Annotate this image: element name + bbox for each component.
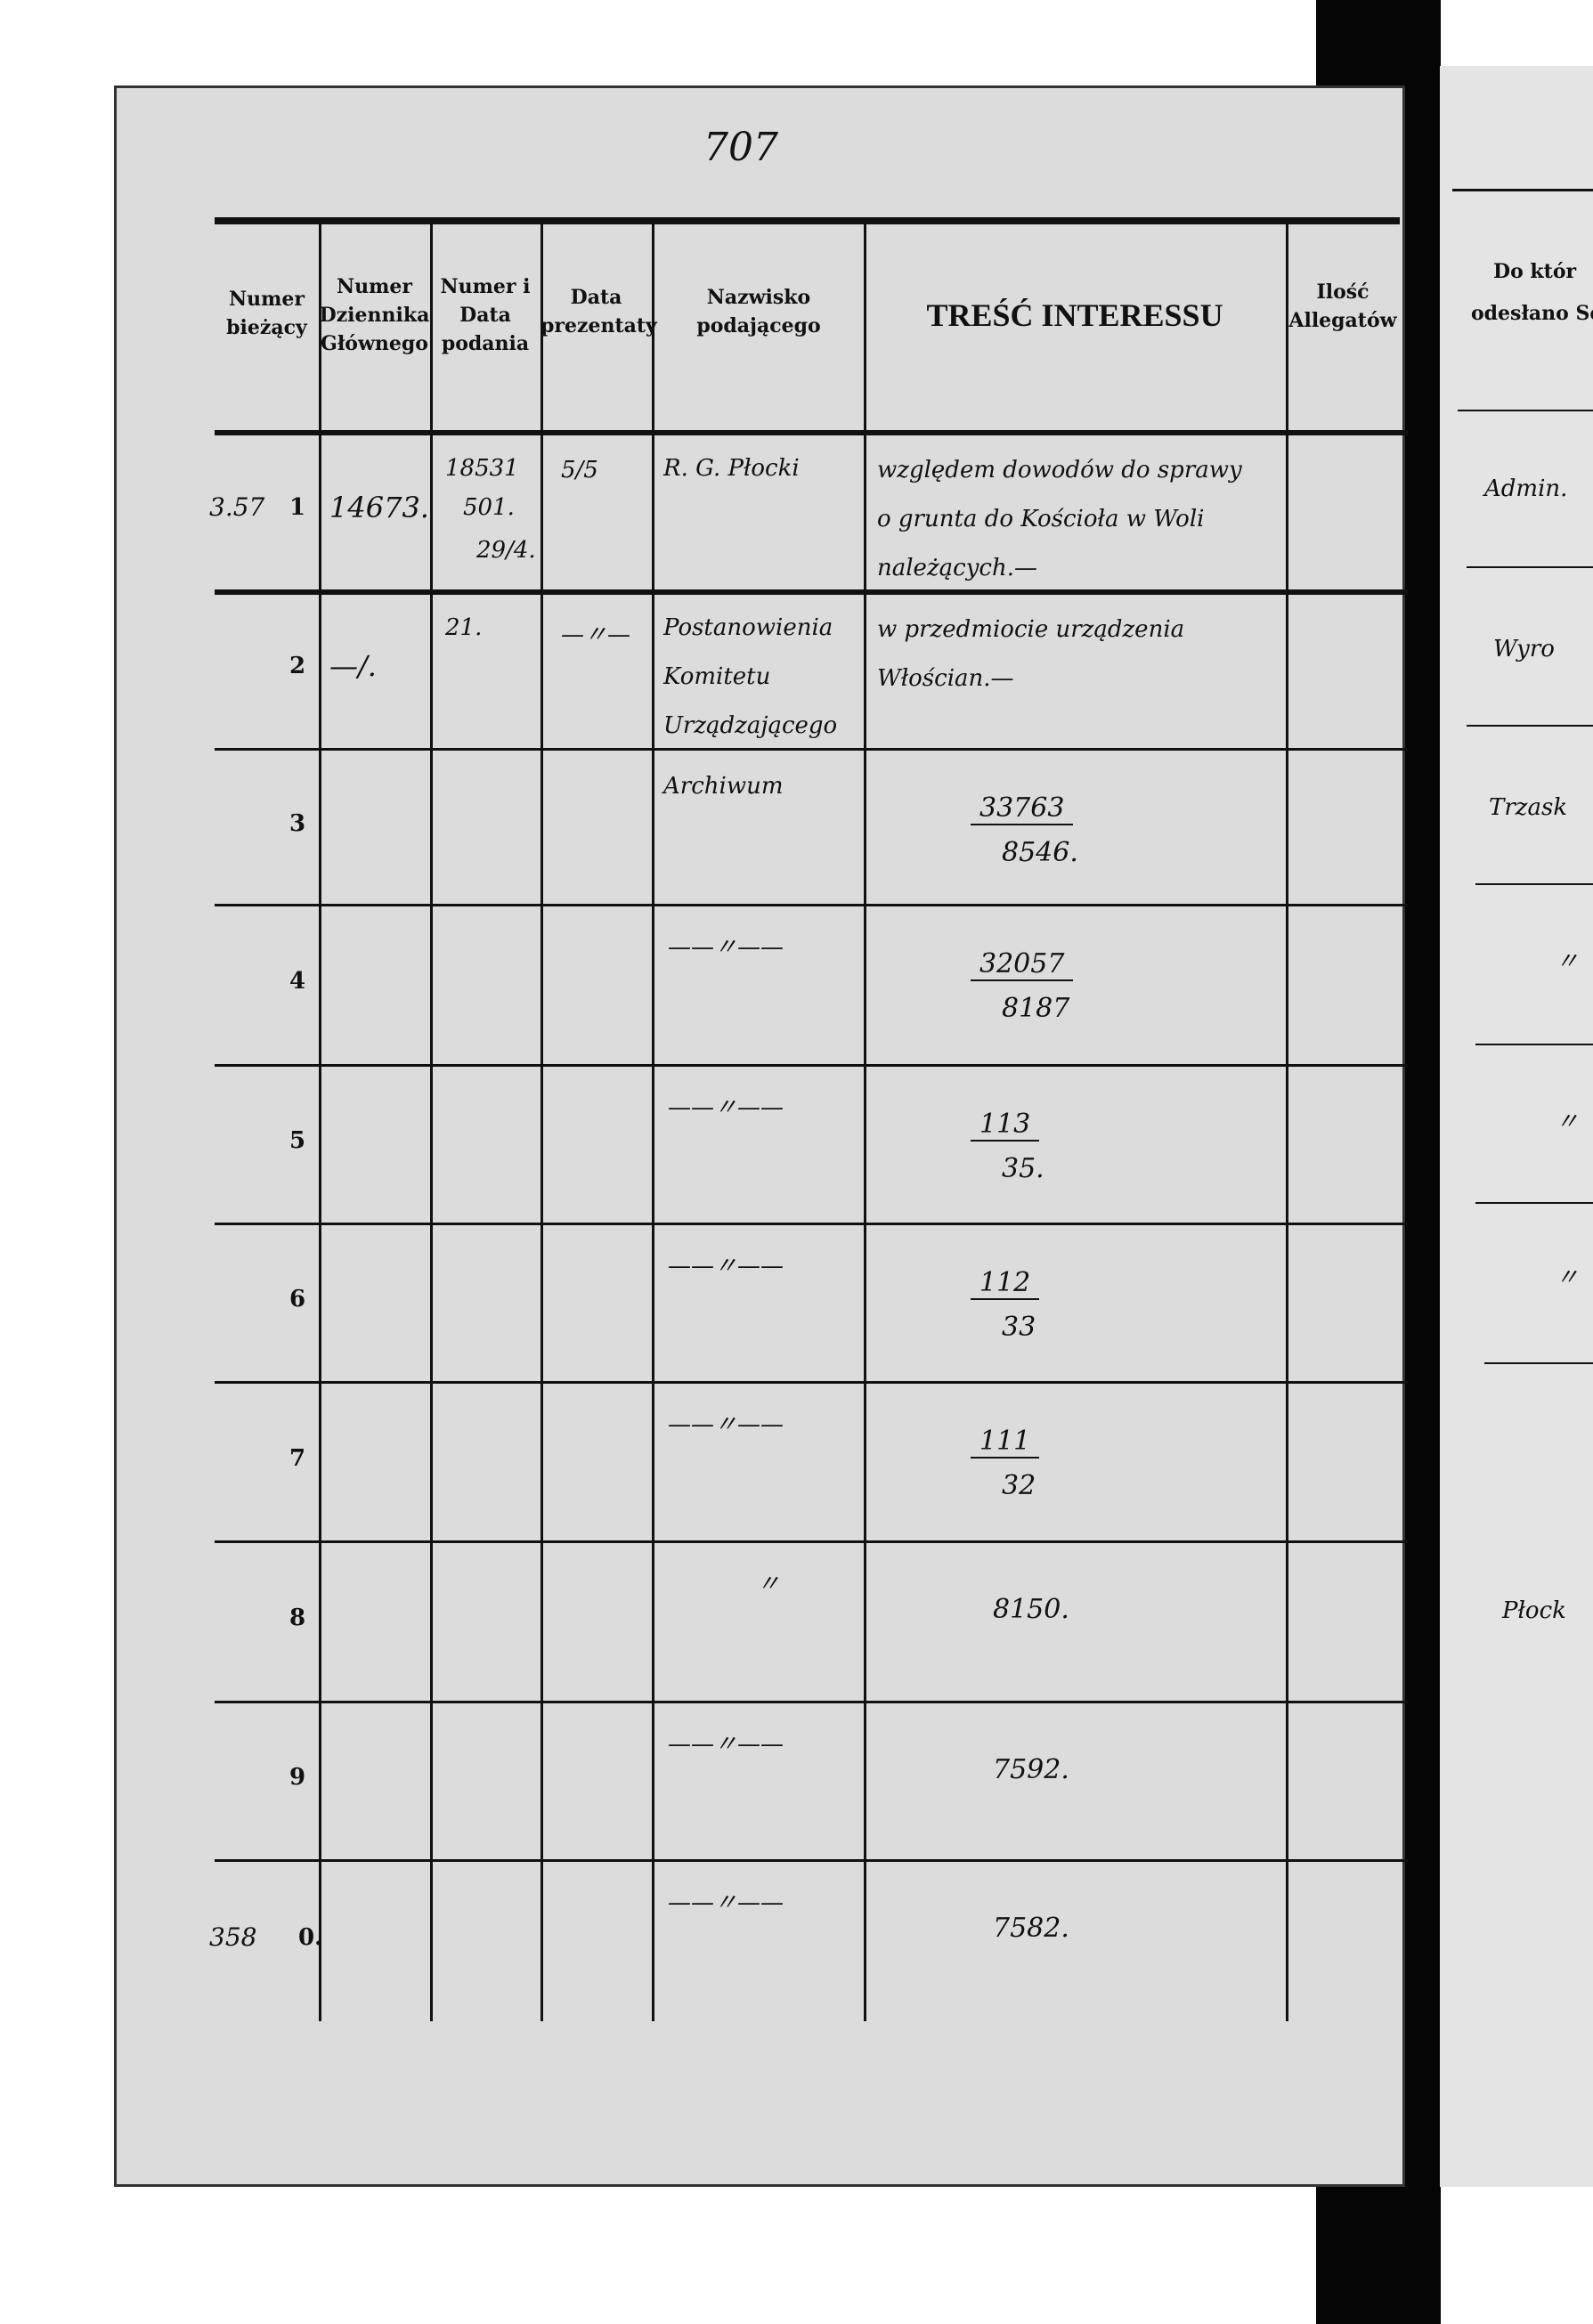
- tresc-line: Włościan.—: [877, 665, 1014, 692]
- tresc-value: 8150.: [993, 1594, 1069, 1625]
- row-rule: [215, 589, 1408, 595]
- header-data-prezentaty: Data prezentaty: [540, 286, 657, 337]
- row-number: 7: [289, 1444, 306, 1472]
- row-number: 2: [289, 653, 306, 679]
- fraction-numerator: 111: [971, 1426, 1040, 1459]
- right-entry: Trzask: [1489, 794, 1568, 821]
- fraction-top: 113: [971, 1109, 1040, 1142]
- right-header-2: odesłano Se: [1471, 302, 1593, 325]
- dziennik-number: —/.: [329, 649, 377, 683]
- nazwisko-line: Postanowienia: [663, 614, 833, 641]
- nazwisko-line: ——〃——: [668, 1731, 784, 1758]
- header-tresc-interessu: TREŚĆ INTERESSU: [926, 297, 1223, 333]
- column-rule: [864, 223, 866, 2021]
- right-entry: Płock: [1502, 1597, 1566, 1624]
- podanie-number: 21.: [445, 614, 483, 641]
- prezentata-date: 5/5: [561, 457, 598, 483]
- fraction-denominator: 33: [1002, 1312, 1036, 1343]
- fraction-numerator: 32057: [971, 948, 1074, 981]
- fraction-denominator: 8187: [1002, 993, 1070, 1024]
- right-entry: 〃: [1556, 948, 1580, 975]
- tresc-value: 7592.: [993, 1754, 1069, 1785]
- nazwisko-line: ——〃——: [668, 1411, 784, 1438]
- margin-note: 3.57: [209, 492, 265, 522]
- row-number: 3: [289, 809, 306, 837]
- nazwisko-line: Urządzającego: [663, 712, 838, 739]
- nazwisko-line: 〃: [757, 1571, 781, 1597]
- dziennik-number: 14673.: [329, 490, 429, 524]
- tresc-value: 7582.: [993, 1913, 1069, 1944]
- column-rule: [319, 223, 321, 2021]
- fraction-numerator: 112: [971, 1267, 1040, 1300]
- right-header-1: Do któr: [1493, 260, 1577, 283]
- prezentata-date: —〃—: [561, 622, 631, 648]
- row-rule: [215, 904, 1408, 906]
- header-numer-dziennika: Numer Dziennika Głównego: [319, 275, 430, 355]
- podanie-number: 18531: [445, 455, 519, 482]
- row-number: 5: [289, 1127, 306, 1154]
- row-rule: [215, 430, 1408, 435]
- row-number: 6: [289, 1286, 306, 1312]
- right-entry: Wyro: [1493, 636, 1555, 662]
- nazwisko-line: ——〃——: [668, 1253, 784, 1280]
- column-rule: [430, 223, 433, 2021]
- fraction-top: 32057: [971, 948, 1074, 981]
- tresc-line: należących.—: [877, 555, 1037, 581]
- row-rule: [215, 1540, 1408, 1543]
- fraction-numerator: 33763: [971, 792, 1074, 825]
- fraction-numerator: 113: [971, 1109, 1040, 1142]
- nazwisko-line: Komitetu: [663, 663, 771, 690]
- row-rule: [215, 1064, 1408, 1067]
- page-number: 707: [703, 125, 778, 170]
- row-number: 0.: [298, 1924, 323, 1951]
- row-rule: [215, 748, 1408, 751]
- right-entry: 〃: [1556, 1264, 1580, 1291]
- tresc-line: o grunta do Kościoła w Woli: [877, 506, 1205, 532]
- fraction-top: 33763: [971, 792, 1074, 825]
- row-number: 1: [289, 493, 306, 521]
- right-page: Do któr odesłano Se Admin. Wyro Trzask 〃…: [1440, 66, 1593, 2187]
- nazwisko-line: Archiwum: [663, 773, 784, 800]
- fraction-denominator: 32: [1002, 1470, 1036, 1501]
- podanie-date: 29/4.: [476, 537, 536, 564]
- tresc-line: względem dowodów do sprawy: [877, 457, 1242, 483]
- margin-note: 358: [209, 1922, 257, 1952]
- row-number: 9: [289, 1764, 306, 1791]
- tresc-line: w przedmiocie urządzenia: [877, 616, 1185, 643]
- row-number: 8: [289, 1605, 306, 1631]
- row-rule: [215, 1859, 1408, 1862]
- column-rule: [1286, 223, 1288, 2021]
- row-number: 4: [289, 968, 306, 995]
- fraction-denominator: 8546.: [1002, 837, 1078, 868]
- column-rule: [540, 223, 543, 2021]
- column-rule: [652, 223, 654, 2021]
- fraction-top: 112: [971, 1267, 1040, 1300]
- right-entry: 〃: [1556, 1109, 1580, 1135]
- header-nazwisko: Nazwisko podającego: [696, 286, 821, 337]
- fraction-top: 111: [971, 1426, 1040, 1459]
- nazwisko-line: R. G. Płocki: [663, 455, 800, 482]
- header-numer-data-podania: Numer i Data podania: [440, 275, 531, 355]
- row-rule: [215, 1381, 1408, 1384]
- row-rule: [215, 1701, 1408, 1703]
- header-ilosc-allegatow: Ilość Allegatów: [1288, 280, 1397, 332]
- right-entry: Admin.: [1484, 475, 1568, 502]
- fraction-denominator: 35.: [1002, 1153, 1044, 1184]
- podanie-sub: 501.: [463, 494, 515, 521]
- header-numer-biezacy: Numer bieżący: [226, 288, 307, 339]
- register-page: [114, 85, 1405, 2187]
- nazwisko-line: ——〃——: [668, 934, 784, 961]
- row-rule: [215, 1223, 1408, 1225]
- nazwisko-line: ——〃——: [668, 1094, 784, 1121]
- nazwisko-line: ——〃——: [668, 1889, 784, 1916]
